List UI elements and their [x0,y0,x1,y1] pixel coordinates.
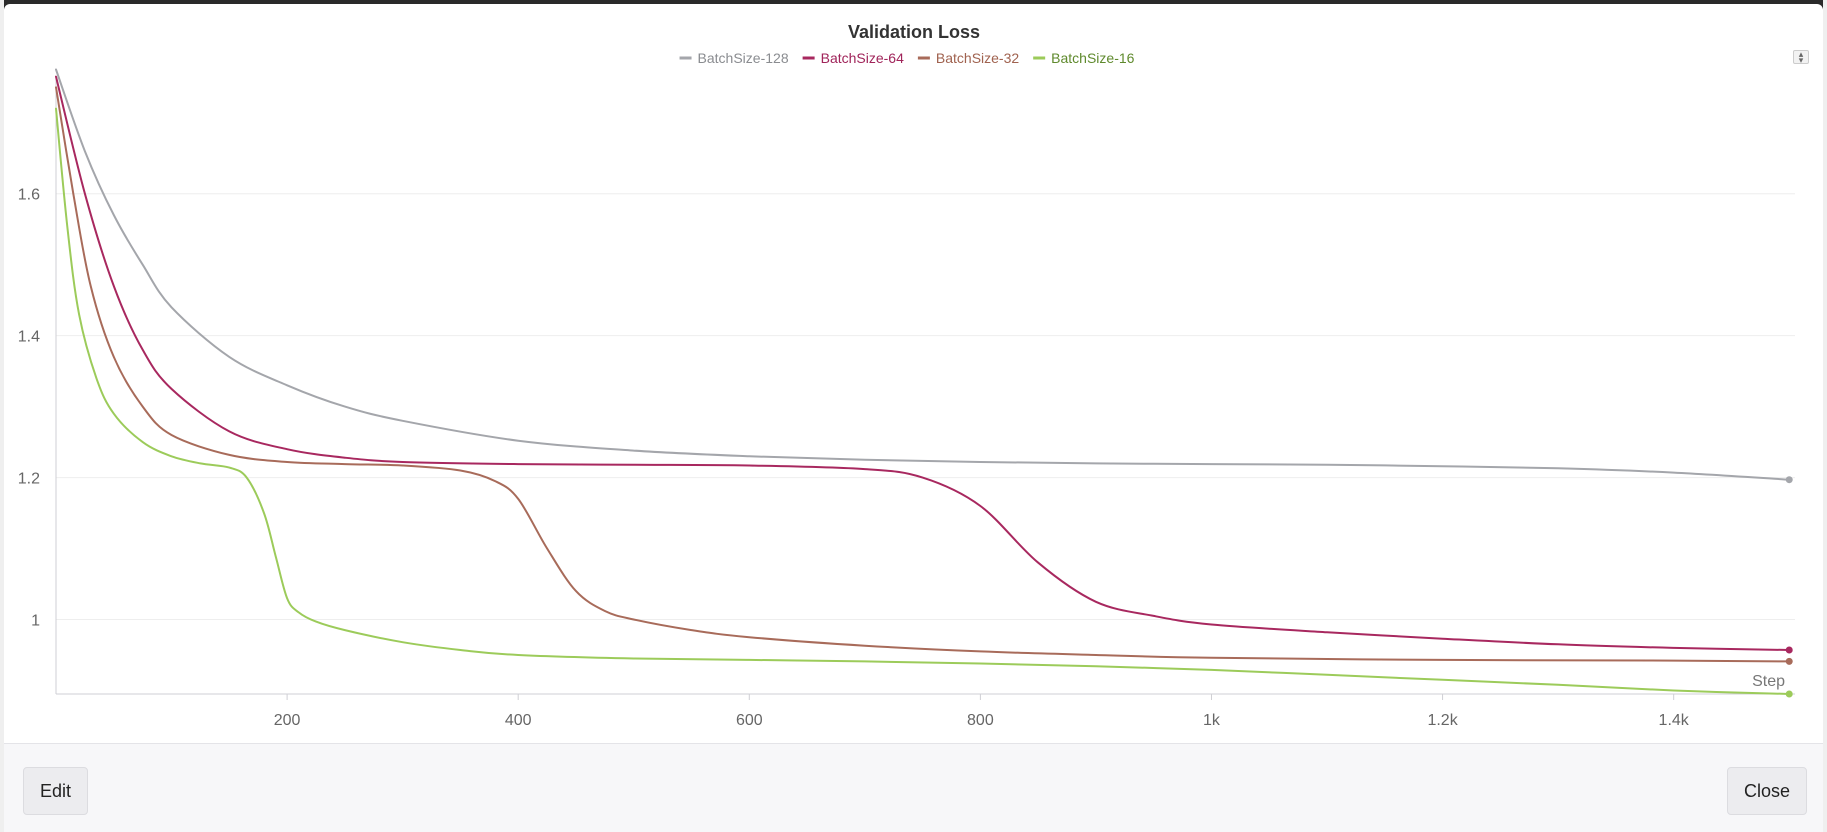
x-axis-label: Step [1752,673,1785,690]
legend-scroll-control[interactable]: ▴ ▾ [1793,50,1809,65]
series-line-batchsize-32 [55,86,1791,663]
legend-item-batchsize-128[interactable]: BatchSize-128 [679,50,789,66]
chart-legend: BatchSize-128 BatchSize-64 BatchSize-32 Bat… [679,50,1135,66]
background-window-edge-right [1823,0,1827,832]
series-line-batchsize-16 [55,107,1791,695]
modal-footer: Edit Close [4,743,1823,832]
series-endpoint-batchsize-16 [1785,690,1793,698]
background-window-edge-left [0,0,4,832]
y-tick-label: 1.2 [18,471,40,488]
legend-label: BatchSize-128 [698,50,789,66]
series-line-batchsize-64 [55,75,1791,651]
close-button[interactable]: Close [1726,767,1807,815]
series-line-batchsize-128 [55,68,1791,481]
validation-loss-chart: Validation Loss BatchSize-128 BatchSize-6… [18,22,1795,729]
x-tick-label: 200 [274,712,301,729]
legend-item-batchsize-64[interactable]: BatchSize-64 [802,50,904,66]
series-endpoint-batchsize-64 [1785,646,1793,654]
legend-item-batchsize-16[interactable]: BatchSize-16 [1033,50,1135,66]
chart-axes: 1 1.2 1.4 1.6 200 400 600 800 1k 1.2k 1.4k [18,76,1795,729]
y-tick-label: 1 [31,612,40,629]
legend-item-batchsize-32[interactable]: BatchSize-32 [917,50,1019,66]
background-window-strip [0,0,1827,6]
edit-button[interactable]: Edit [23,767,89,815]
chart-grid [56,193,1795,620]
x-tick-label: 1k [1203,712,1221,729]
chart-modal: Validation Loss BatchSize-128 BatchSize-6… [4,4,1823,832]
y-tick-label: 1.4 [18,329,40,346]
series-endpoint-batchsize-32 [1785,657,1793,665]
chart-series-group [55,68,1793,698]
x-tick-label: 600 [736,712,763,729]
series-endpoint-batchsize-128 [1785,476,1793,484]
y-tick-label: 1.6 [18,187,40,204]
legend-label: BatchSize-64 [821,50,904,66]
legend-label: BatchSize-16 [1051,50,1134,66]
x-tick-label: 1.4k [1659,712,1690,729]
x-tick-label: 800 [967,712,994,729]
legend-label: BatchSize-32 [936,50,1019,66]
chart-title: Validation Loss [848,22,980,42]
x-tick-label: 1.2k [1427,712,1458,729]
x-tick-label: 400 [505,712,532,729]
